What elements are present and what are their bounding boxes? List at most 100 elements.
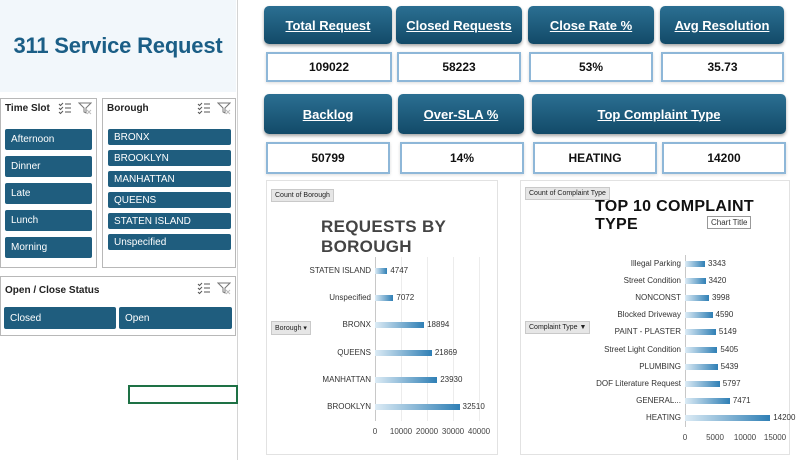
category-label: Illegal Parking <box>630 258 681 268</box>
kpi-value: 109022 <box>308 60 350 74</box>
borough-option[interactable]: Unspecified <box>108 234 231 250</box>
data-label: 5797 <box>722 379 741 388</box>
status-option-closed[interactable]: Closed <box>4 307 116 329</box>
kpi-closed-requests-header: Closed Requests <box>396 6 522 44</box>
bar <box>375 377 438 383</box>
bar <box>685 295 709 301</box>
bar <box>375 322 425 329</box>
bar <box>685 398 730 405</box>
category-label: Street Light Condition <box>604 344 681 354</box>
borough-chart-field-button[interactable]: Count of Borough <box>271 189 334 202</box>
clear-filter-icon[interactable] <box>217 101 231 115</box>
kpi-close-rate-value: 53% <box>529 52 653 82</box>
kpi-total-request-header: Total Request <box>264 6 392 44</box>
time-slot-option[interactable]: Lunch <box>5 210 92 231</box>
kpi-value: 35.73 <box>707 60 738 74</box>
data-label: 5149 <box>718 327 737 337</box>
borough-chart-panel[interactable]: Count of Borough REQUESTS BY BOROUGH Bor… <box>266 180 498 455</box>
bar <box>685 415 771 422</box>
kpi-backlog-header: Backlog <box>264 94 392 134</box>
borough-option[interactable]: BRONX <box>108 129 231 145</box>
kpi-backlog-value: 50799 <box>266 142 390 174</box>
complaint-chart-field-button[interactable]: Count of Complaint Type <box>525 187 610 200</box>
category-label: PLUMBING <box>639 361 681 371</box>
kpi-top-complaint-type-value: HEATING <box>533 142 657 174</box>
kpi-label: Over-SLA % <box>423 106 499 122</box>
category-label: BROOKLYN <box>327 402 371 412</box>
data-label: 23930 <box>440 375 463 384</box>
bar <box>685 363 718 370</box>
multi-select-icon[interactable] <box>58 101 72 115</box>
multi-select-icon[interactable] <box>197 281 211 295</box>
category-label: NONCONST <box>635 293 681 302</box>
kpi-value: 14% <box>449 151 475 165</box>
borough-slicer: Borough BRONX BROOKLYN MANHATTAN QUEENS … <box>102 98 236 268</box>
kpi-closed-requests-value: 58223 <box>397 52 521 82</box>
time-slot-option[interactable]: Dinner <box>5 156 92 177</box>
kpi-over-sla-header: Over-SLA % <box>398 94 524 134</box>
kpi-label: Closed Requests <box>406 17 512 33</box>
category-label: QUEENS <box>337 347 371 357</box>
data-label: 4747 <box>390 265 409 275</box>
kpi-top-complaint-count-value: 14200 <box>662 142 786 174</box>
clear-filter-icon[interactable] <box>78 101 92 115</box>
time-slot-option[interactable]: Late <box>5 183 92 204</box>
category-label: Blocked Driveway <box>617 310 681 320</box>
time-slot-option[interactable]: Morning <box>5 237 92 258</box>
data-label: 18894 <box>427 320 450 330</box>
kpi-over-sla-value: 14% <box>400 142 524 174</box>
option-label: Morning <box>11 242 48 253</box>
borough-option[interactable]: STATEN ISLAND <box>108 213 231 229</box>
borough-option[interactable]: BROOKLYN <box>108 150 231 166</box>
data-label: 5439 <box>720 361 739 371</box>
kpi-label: Avg Resolution <box>674 17 770 33</box>
bar <box>685 260 706 267</box>
time-slot-slicer: Time Slot Afternoon Dinner Late Lunch Mo… <box>0 98 97 268</box>
kpi-label: Top Complaint Type <box>597 106 721 122</box>
bar <box>685 277 706 284</box>
bar <box>685 346 718 353</box>
time-slot-slicer-title: Time Slot <box>5 103 50 114</box>
borough-option[interactable]: MANHATTAN <box>108 171 231 187</box>
complaint-chart-title: TOP 10 COMPLAINT TYPE <box>595 198 754 233</box>
category-label: MANHATTAN <box>322 375 371 384</box>
data-label: 3998 <box>711 293 730 302</box>
bar <box>375 404 460 411</box>
complaint-axis-field-button[interactable]: Complaint Type ▼ <box>525 321 591 334</box>
dashboard-title-box: 311 Service Request <box>0 0 236 92</box>
category-label: HEATING <box>646 413 681 423</box>
status-option-open[interactable]: Open <box>119 307 232 329</box>
kpi-close-rate-header: Close Rate % <box>528 6 654 44</box>
category-axis <box>375 257 376 421</box>
borough-axis-field-button[interactable]: Borough ▾ <box>271 321 311 335</box>
category-label: STATEN ISLAND <box>309 265 372 275</box>
option-label: Afternoon <box>11 134 55 145</box>
gridline <box>453 257 454 421</box>
borough-option[interactable]: QUEENS <box>108 192 231 208</box>
borough-slicer-title: Borough <box>107 103 149 114</box>
x-tick-label: 40000 <box>467 427 491 436</box>
selected-cell[interactable] <box>128 385 238 404</box>
bar <box>685 312 713 319</box>
multi-select-icon[interactable] <box>197 101 211 115</box>
bar <box>375 295 394 301</box>
gridline <box>401 257 402 421</box>
complaint-chart-panel[interactable]: Count of Complaint Type TOP 10 COMPLAINT… <box>520 180 795 455</box>
data-label: 21869 <box>434 347 458 357</box>
time-slot-option[interactable]: Afternoon <box>5 129 92 150</box>
gridline <box>479 257 480 421</box>
option-label: MANHATTAN <box>114 173 175 185</box>
kpi-label: Close Rate % <box>549 17 633 33</box>
gridline <box>427 257 428 421</box>
category-label: Street Condition <box>623 275 681 285</box>
clear-filter-icon[interactable] <box>217 281 231 295</box>
x-tick-label: 10000 <box>733 433 757 442</box>
axis-field-label: Borough <box>275 325 302 332</box>
x-tick-label: 30000 <box>441 427 465 436</box>
data-label: 3420 <box>708 275 727 285</box>
x-tick-label: 20000 <box>415 427 439 436</box>
option-label: QUEENS <box>114 194 157 206</box>
category-label: Unspecified <box>329 293 371 302</box>
kpi-total-request-value: 109022 <box>266 52 392 82</box>
kpi-value: 14200 <box>707 151 741 165</box>
